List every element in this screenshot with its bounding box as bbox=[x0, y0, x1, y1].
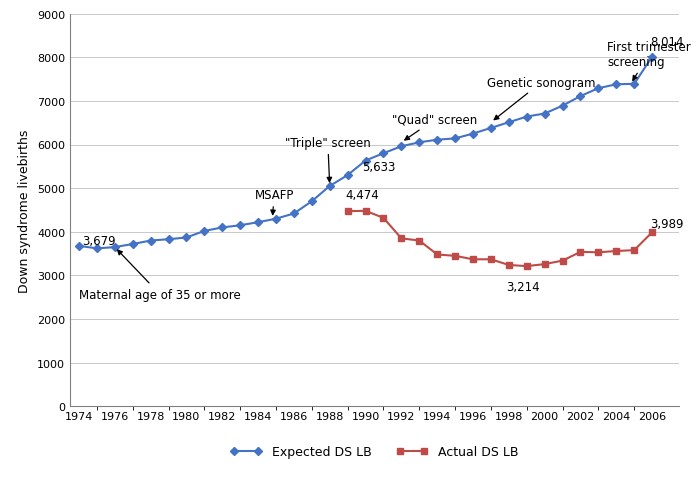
Expected DS LB bbox=[486, 126, 495, 132]
Expected DS LB bbox=[182, 235, 190, 241]
Expected DS LB bbox=[75, 243, 83, 249]
Expected DS LB bbox=[433, 137, 442, 143]
Line: Actual DS LB: Actual DS LB bbox=[345, 209, 655, 269]
Actual DS LB bbox=[612, 249, 620, 255]
Text: MSAFP: MSAFP bbox=[255, 189, 294, 215]
Expected DS LB bbox=[540, 111, 549, 117]
Expected DS LB bbox=[218, 225, 226, 231]
Text: "Quad" screen: "Quad" screen bbox=[393, 113, 477, 141]
Expected DS LB bbox=[307, 199, 316, 205]
Expected DS LB bbox=[630, 82, 638, 88]
Expected DS LB bbox=[200, 228, 209, 234]
Text: 5,633: 5,633 bbox=[362, 161, 396, 174]
Expected DS LB bbox=[451, 136, 459, 142]
Text: 3,679: 3,679 bbox=[83, 235, 116, 247]
Expected DS LB bbox=[111, 244, 119, 251]
Expected DS LB bbox=[559, 104, 567, 109]
Text: 3,989: 3,989 bbox=[650, 217, 684, 230]
Expected DS LB bbox=[254, 220, 262, 226]
Actual DS LB bbox=[522, 264, 531, 270]
Actual DS LB bbox=[469, 257, 477, 263]
Text: Genetic sonogram: Genetic sonogram bbox=[487, 76, 596, 121]
Expected DS LB bbox=[272, 216, 280, 222]
Expected DS LB bbox=[379, 151, 388, 157]
Expected DS LB bbox=[236, 223, 244, 229]
Expected DS LB bbox=[397, 144, 405, 150]
Expected DS LB bbox=[415, 140, 424, 146]
Text: 4,474: 4,474 bbox=[346, 189, 379, 202]
Actual DS LB bbox=[433, 252, 442, 258]
Text: 8,014: 8,014 bbox=[650, 36, 684, 49]
Expected DS LB bbox=[612, 82, 620, 88]
Expected DS LB bbox=[594, 86, 603, 92]
Actual DS LB bbox=[540, 262, 549, 268]
Text: 3,214: 3,214 bbox=[506, 280, 540, 293]
Expected DS LB bbox=[648, 55, 657, 60]
Expected DS LB bbox=[129, 242, 137, 247]
Y-axis label: Down syndrome livebirths: Down syndrome livebirths bbox=[18, 129, 32, 292]
Actual DS LB bbox=[576, 249, 584, 255]
Actual DS LB bbox=[344, 209, 352, 214]
Actual DS LB bbox=[397, 236, 405, 242]
Actual DS LB bbox=[648, 230, 657, 236]
Text: "Triple" screen: "Triple" screen bbox=[285, 136, 371, 182]
Expected DS LB bbox=[290, 211, 298, 217]
Actual DS LB bbox=[379, 215, 388, 221]
Text: Maternal age of 35 or more: Maternal age of 35 or more bbox=[79, 251, 241, 301]
Line: Expected DS LB: Expected DS LB bbox=[76, 55, 655, 252]
Legend: Expected DS LB, Actual DS LB: Expected DS LB, Actual DS LB bbox=[225, 440, 524, 463]
Expected DS LB bbox=[576, 94, 584, 100]
Actual DS LB bbox=[361, 209, 370, 214]
Actual DS LB bbox=[486, 257, 495, 263]
Actual DS LB bbox=[594, 250, 603, 256]
Expected DS LB bbox=[469, 132, 477, 137]
Expected DS LB bbox=[164, 237, 173, 242]
Expected DS LB bbox=[522, 114, 531, 120]
Actual DS LB bbox=[415, 238, 424, 244]
Expected DS LB bbox=[326, 184, 334, 190]
Actual DS LB bbox=[505, 262, 513, 268]
Actual DS LB bbox=[451, 254, 459, 259]
Text: First trimester
screening: First trimester screening bbox=[608, 41, 691, 81]
Expected DS LB bbox=[146, 238, 155, 244]
Actual DS LB bbox=[559, 258, 567, 264]
Actual DS LB bbox=[630, 248, 638, 254]
Expected DS LB bbox=[92, 246, 101, 252]
Expected DS LB bbox=[344, 173, 352, 179]
Expected DS LB bbox=[361, 158, 370, 164]
Expected DS LB bbox=[505, 120, 513, 126]
